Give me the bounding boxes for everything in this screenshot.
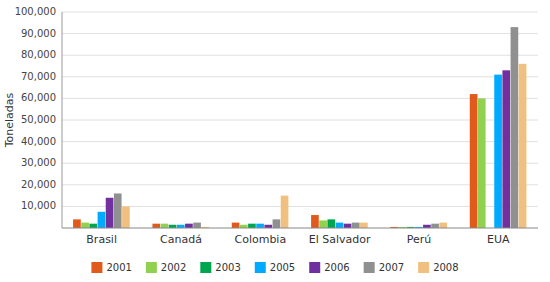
legend-swatch	[418, 262, 429, 273]
y-tick-label: 80,000	[21, 49, 56, 60]
grid-line	[62, 206, 538, 207]
bar	[185, 224, 193, 228]
legend-label: 2007	[379, 262, 404, 273]
y-axis-line	[62, 12, 63, 228]
legend-label: 2002	[161, 262, 186, 273]
bar	[248, 224, 256, 228]
legend-item: 2006	[309, 262, 349, 274]
x-tick-label: El Salvador	[309, 233, 371, 246]
grid-line	[62, 98, 538, 99]
legend-item: 2003	[200, 262, 240, 274]
bar	[439, 223, 447, 228]
grid-line	[62, 163, 538, 164]
grid-line	[62, 33, 538, 34]
bar	[256, 224, 264, 228]
y-tick-label: 10,000	[21, 200, 56, 211]
bar	[273, 219, 281, 228]
legend-label: 2003	[215, 262, 240, 273]
bar	[193, 223, 201, 228]
y-tick-label: 100,000	[15, 6, 56, 17]
bar	[344, 224, 352, 228]
bar	[98, 212, 106, 228]
bar	[232, 223, 240, 228]
legend-item: 2008	[418, 262, 458, 274]
legend-item: 2005	[255, 262, 295, 274]
bar	[494, 75, 502, 228]
legend-swatch	[146, 262, 157, 273]
y-tick-label: 60,000	[21, 92, 56, 103]
legend-swatch	[364, 262, 375, 273]
bar	[161, 224, 169, 228]
bar	[319, 220, 327, 228]
legend-swatch	[91, 262, 102, 273]
bar	[81, 223, 89, 228]
legend-label: 2001	[106, 262, 131, 273]
bars	[73, 27, 526, 228]
bar	[122, 206, 130, 228]
grid-line	[62, 120, 538, 121]
legend-label: 2008	[433, 262, 458, 273]
x-tick-label: Brasil	[86, 233, 117, 246]
bar	[336, 223, 344, 228]
legend-swatch	[309, 262, 320, 273]
x-tick-label: Perú	[407, 233, 432, 246]
bar	[281, 196, 289, 228]
y-axis: 10,000 20,000 30,000 40,000 50,000 60,000 70,0…	[15, 6, 538, 211]
legend-label: 2005	[270, 262, 295, 273]
bar	[114, 193, 122, 228]
y-tick-label: 30,000	[21, 157, 56, 168]
x-tick-label: Canadá	[160, 233, 202, 246]
y-tick-label: 50,000	[21, 114, 56, 125]
bar	[89, 224, 97, 228]
legend-item: 2001	[91, 262, 131, 274]
x-tick-label: Colombia	[234, 233, 286, 246]
grid-line	[62, 55, 538, 56]
grid-line	[62, 141, 538, 142]
legend-swatch	[200, 262, 211, 273]
legend: 2001 2002 2003 2005 2006 2007 2008	[91, 262, 458, 274]
bar	[352, 223, 360, 228]
x-tick-label: EUA	[487, 233, 510, 246]
bar	[478, 98, 486, 228]
y-tick-label: 20,000	[21, 179, 56, 190]
legend-label: 2006	[324, 262, 349, 273]
y-tick-label: 90,000	[21, 28, 56, 39]
bar	[431, 224, 439, 228]
legend-swatch	[255, 262, 266, 273]
y-axis-label: Toneladas	[3, 92, 16, 148]
bar	[327, 219, 335, 228]
legend-item: 2002	[146, 262, 186, 274]
y-tick-label: 40,000	[21, 136, 56, 147]
x-axis-line	[62, 228, 538, 229]
bar	[106, 198, 114, 228]
bar	[519, 64, 527, 228]
y-tick-label: 70,000	[21, 71, 56, 82]
grid-line	[62, 76, 538, 77]
grid-line	[62, 184, 538, 185]
bar	[511, 27, 519, 228]
grid-line	[62, 12, 538, 13]
bar	[470, 94, 478, 228]
chart: 10,000 20,000 30,000 40,000 50,000 60,000 70,0…	[0, 0, 550, 282]
bar	[152, 224, 160, 228]
bar	[73, 219, 81, 228]
bar	[311, 215, 319, 228]
bar	[360, 223, 368, 228]
legend-item: 2007	[364, 262, 404, 274]
bar	[502, 70, 510, 228]
